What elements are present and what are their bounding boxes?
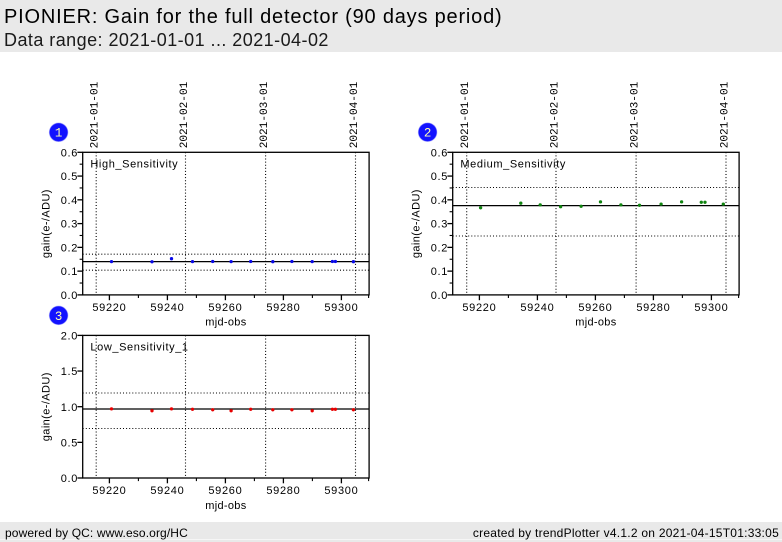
svg-text:0.1: 0.1 [431,266,448,278]
svg-text:0.4: 0.4 [431,195,448,207]
svg-text:2.0: 2.0 [61,330,78,342]
svg-text:59260: 59260 [208,485,242,497]
svg-text:0.3: 0.3 [431,219,448,231]
svg-text:0.3: 0.3 [61,219,78,231]
svg-text:59300: 59300 [324,485,358,497]
svg-text:2021-04-01: 2021-04-01 [349,81,361,148]
svg-text:0.6: 0.6 [431,147,448,159]
svg-text:1.5: 1.5 [61,366,78,378]
svg-text:0.0: 0.0 [61,290,78,302]
svg-text:59220: 59220 [462,302,496,314]
svg-text:Low_Sensitivity_1: Low_Sensitivity_1 [90,342,188,354]
svg-text:gain(e-/ADU): gain(e-/ADU) [41,372,53,441]
svg-text:59280: 59280 [636,302,670,314]
svg-text:0.2: 0.2 [431,242,448,254]
svg-text:2021-04-01: 2021-04-01 [720,81,732,148]
svg-text:2021-01-01: 2021-01-01 [460,81,472,148]
svg-text:1: 1 [55,127,63,141]
svg-text:1.0: 1.0 [61,402,78,414]
svg-text:High_Sensitivity: High_Sensitivity [90,159,178,171]
svg-text:mjd-obs: mjd-obs [205,317,246,329]
svg-text:59280: 59280 [266,302,300,314]
svg-text:mjd-obs: mjd-obs [205,500,246,512]
svg-text:0.0: 0.0 [431,290,448,302]
svg-text:59300: 59300 [694,302,728,314]
svg-text:59260: 59260 [578,302,612,314]
svg-text:0.2: 0.2 [61,242,78,254]
svg-text:0.0: 0.0 [61,473,78,485]
svg-text:59220: 59220 [92,302,126,314]
svg-text:Medium_Sensitivity: Medium_Sensitivity [460,159,566,171]
svg-text:59240: 59240 [150,302,184,314]
svg-text:59240: 59240 [520,302,554,314]
svg-text:59280: 59280 [266,485,300,497]
svg-text:2021-01-01: 2021-01-01 [90,81,102,148]
svg-text:2021-02-01: 2021-02-01 [179,81,191,148]
svg-text:gain(e-/ADU): gain(e-/ADU) [41,189,53,258]
svg-text:0.5: 0.5 [61,171,78,183]
svg-text:0.4: 0.4 [61,195,78,207]
svg-text:3: 3 [55,310,63,324]
svg-text:59240: 59240 [150,485,184,497]
svg-text:0.5: 0.5 [431,171,448,183]
svg-text:2021-03-01: 2021-03-01 [259,81,271,148]
svg-text:gain(e-/ADU): gain(e-/ADU) [411,189,423,258]
svg-text:59220: 59220 [92,485,126,497]
svg-text:2: 2 [424,127,432,141]
svg-text:0.1: 0.1 [61,266,78,278]
svg-text:2021-02-01: 2021-02-01 [550,81,562,148]
svg-text:2021-03-01: 2021-03-01 [630,81,642,148]
svg-text:mjd-obs: mjd-obs [575,317,616,329]
svg-text:59260: 59260 [208,302,242,314]
svg-text:59300: 59300 [324,302,358,314]
svg-text:0.5: 0.5 [61,437,78,449]
svg-text:0.6: 0.6 [61,147,78,159]
